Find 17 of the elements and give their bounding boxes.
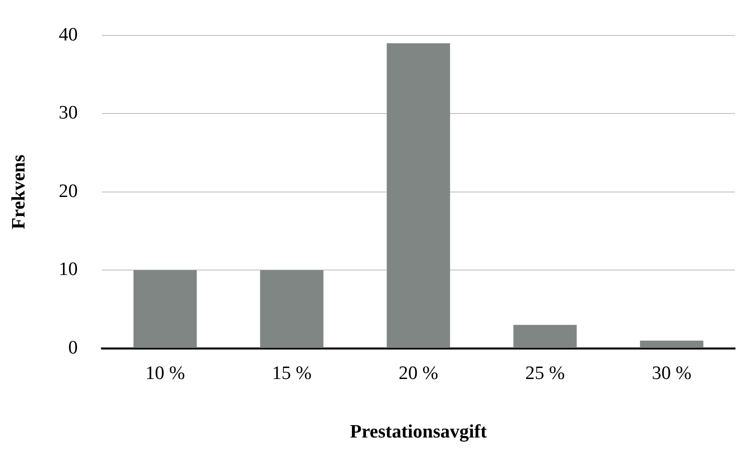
x-tick-label: 25 % bbox=[525, 362, 565, 384]
y-tick-label: 20 bbox=[58, 180, 78, 202]
bar bbox=[640, 340, 704, 348]
x-tick-label: 10 % bbox=[145, 362, 186, 384]
y-tick-label: 0 bbox=[68, 337, 78, 358]
bar bbox=[260, 270, 324, 348]
x-tick-label: 20 % bbox=[398, 362, 438, 384]
x-axis-title: Prestationsavgift bbox=[350, 422, 488, 443]
x-tick-label: 15 % bbox=[272, 362, 312, 384]
bar bbox=[133, 270, 197, 348]
x-tick-label: 30 % bbox=[652, 362, 692, 384]
y-tick-label: 40 bbox=[58, 24, 78, 46]
y-axis-title: Frekvens bbox=[8, 154, 30, 230]
bar bbox=[386, 43, 450, 348]
bar bbox=[513, 324, 577, 348]
y-tick-label: 30 bbox=[58, 102, 78, 124]
y-tick-label: 10 bbox=[58, 259, 78, 280]
